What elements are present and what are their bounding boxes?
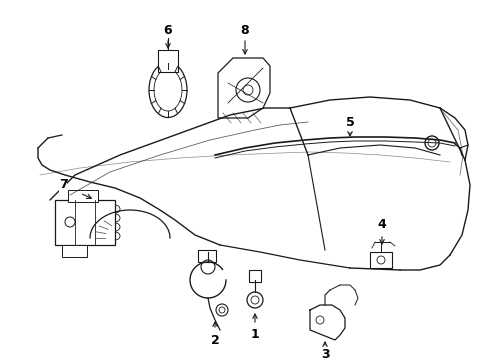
Bar bbox=[370, 252, 392, 268]
Text: 3: 3 bbox=[320, 348, 329, 360]
Ellipse shape bbox=[149, 63, 187, 117]
Bar bbox=[62, 245, 87, 257]
Text: 2: 2 bbox=[211, 333, 220, 346]
Text: 5: 5 bbox=[345, 116, 354, 129]
Text: 4: 4 bbox=[378, 219, 387, 231]
Text: 8: 8 bbox=[241, 23, 249, 36]
Bar bbox=[55, 200, 115, 245]
Text: 6: 6 bbox=[164, 23, 172, 36]
Bar bbox=[249, 270, 261, 282]
Text: 7: 7 bbox=[59, 179, 68, 192]
Bar bbox=[198, 250, 216, 262]
Bar bbox=[68, 190, 98, 202]
Bar bbox=[158, 50, 178, 72]
Text: 1: 1 bbox=[250, 328, 259, 342]
